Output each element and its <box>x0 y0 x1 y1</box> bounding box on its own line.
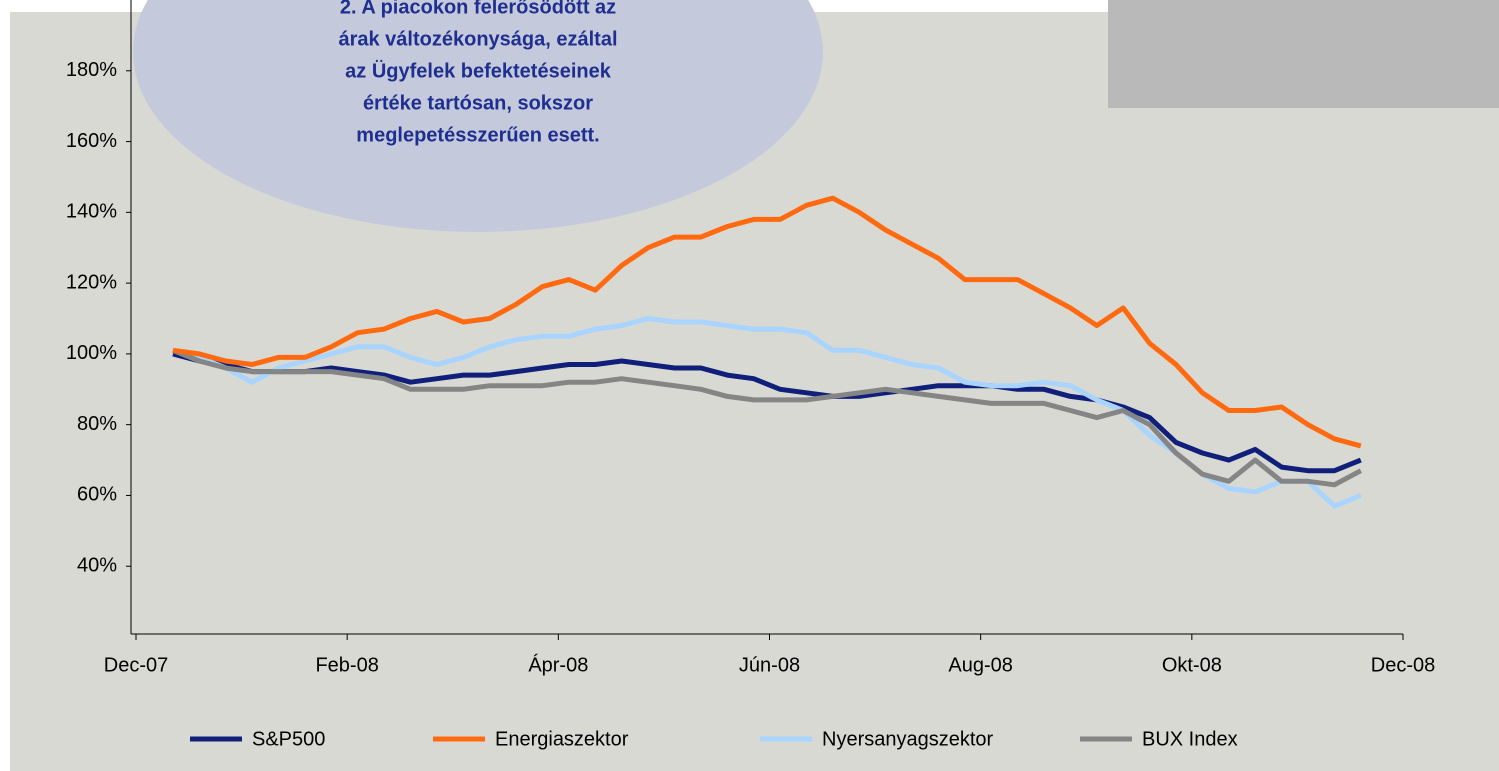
x-tick-label: Feb-08 <box>315 654 378 676</box>
legend-label: BUX Index <box>1142 728 1238 750</box>
callout-text: az Ügyfelek befektetéseinek <box>345 59 612 82</box>
x-tick-label: Okt-08 <box>1162 654 1222 676</box>
y-tick-label: 160% <box>66 130 117 152</box>
x-tick-label: Jún-08 <box>739 654 800 676</box>
y-tick-label: 60% <box>77 484 117 506</box>
x-tick-label: Dec-07 <box>104 654 168 676</box>
callout-text: értéke tartósan, sokszor <box>363 92 593 114</box>
page: {"chart_data": {"type": "line", "annotat… <box>0 0 1499 771</box>
chart: 40% 60% 80% 100% 120% 140% 160% 180% Dec-07 Feb-0… <box>0 0 1499 771</box>
x-tick-label: Dec-08 <box>1371 654 1435 676</box>
y-tick-label: 140% <box>66 201 117 223</box>
callout-text: meglepetésszerűen esett. <box>356 124 599 146</box>
legend-label: S&P500 <box>252 728 325 750</box>
callout-text: árak változékonysága, ezáltal <box>338 28 617 50</box>
photo <box>1108 0 1499 108</box>
y-tick-label: 40% <box>77 555 117 577</box>
y-tick-label: 180% <box>66 59 117 81</box>
y-tick-label: 80% <box>77 413 117 435</box>
y-tick-label: 120% <box>66 271 117 293</box>
x-tick-label: Ápr-08 <box>528 653 588 676</box>
x-tick-label: Aug-08 <box>948 654 1013 676</box>
legend-label: Energiaszektor <box>495 728 629 750</box>
legend-label: Nyersanyagszektor <box>822 728 994 750</box>
y-tick-label: 100% <box>66 342 117 364</box>
callout-text: 2. A piacokon felerősödött az <box>340 0 616 18</box>
